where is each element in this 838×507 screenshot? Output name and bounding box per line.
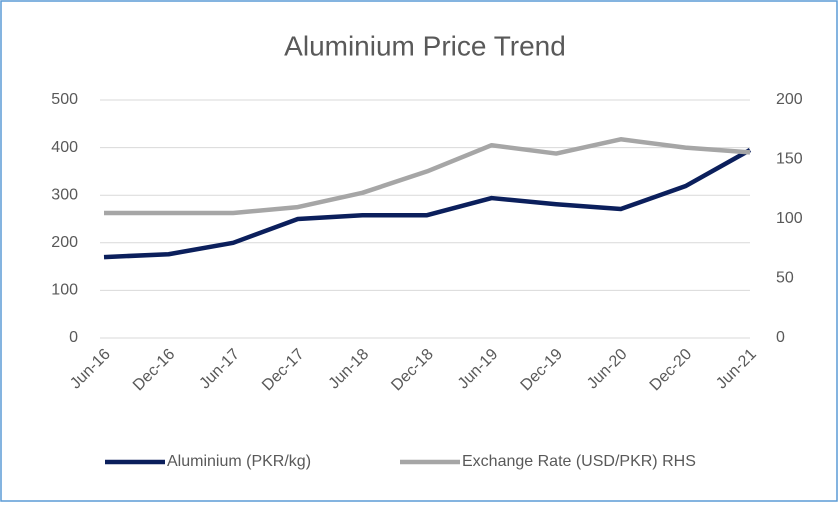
y-tick-label: 0 xyxy=(69,329,78,346)
y2-tick-label: 150 xyxy=(776,151,803,168)
y-tick-label: 300 xyxy=(51,186,78,203)
y-tick-label: 200 xyxy=(51,234,78,251)
y2-tick-label: 0 xyxy=(776,329,785,346)
y2-tick-label: 50 xyxy=(776,270,794,287)
y2-tick-label: 200 xyxy=(776,91,803,108)
y-tick-label: 100 xyxy=(51,282,78,299)
y2-tick-label: 100 xyxy=(776,210,803,227)
y-tick-label: 400 xyxy=(51,139,78,156)
y-tick-label: 500 xyxy=(51,91,78,108)
chart-title: Aluminium Price Trend xyxy=(284,30,566,61)
series-line xyxy=(103,148,752,260)
legend-label: Aluminium (PKR/kg) xyxy=(167,453,311,470)
series-line xyxy=(104,137,751,216)
legend-label: Exchange Rate (USD/PKR) RHS xyxy=(462,453,696,470)
